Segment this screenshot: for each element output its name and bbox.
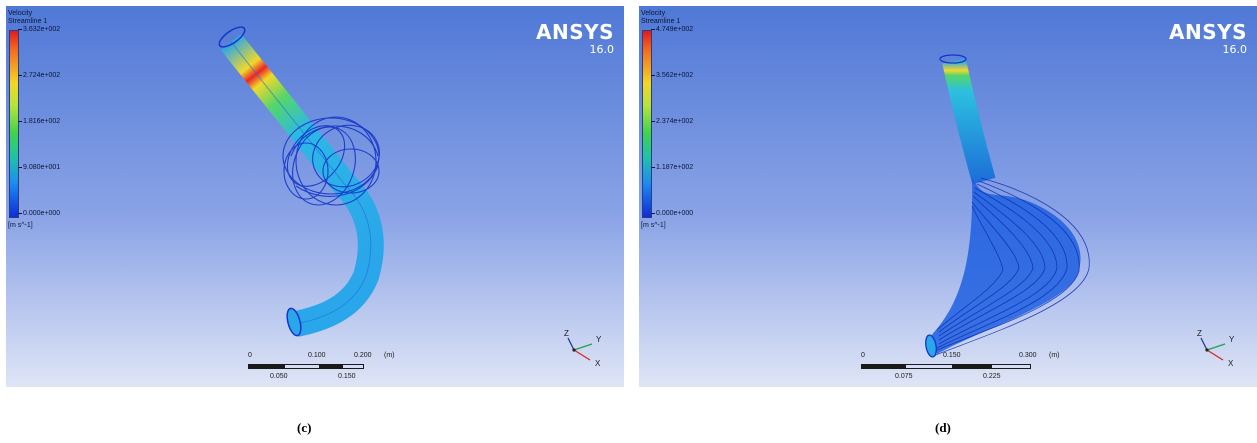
legend-object: Streamline 1	[8, 18, 48, 25]
legend-unit: [m s^-1]	[641, 222, 666, 229]
axis-y-label: Y	[1229, 335, 1235, 344]
scale-label: 0.225	[983, 373, 1001, 380]
ansys-logo: ANSYS 16.0	[536, 22, 614, 55]
legend-tick: 4.749e+002	[651, 26, 693, 33]
legend-variable: Velocity	[641, 10, 666, 17]
viewport-c: Velocity Streamline 1 3.632e+002 2.724e+…	[6, 6, 624, 387]
legend-tick: 0.000e+000	[651, 210, 693, 217]
viewport-d: Velocity Streamline 1 4.749e+002 3.562e+…	[639, 6, 1257, 387]
brand-name: ANSYS	[1168, 20, 1247, 44]
legend-variable: Velocity	[8, 10, 33, 17]
panel-caption-d: (d)	[935, 420, 951, 435]
legend-tick: 3.632e+002	[18, 26, 60, 33]
scale-unit: (m)	[1049, 352, 1060, 359]
scale-label: 0.050	[270, 373, 288, 380]
legend-tick: 9.080e+001	[18, 164, 60, 171]
scale-label: 0.300	[1019, 352, 1037, 359]
axis-y-label: Y	[596, 335, 602, 344]
axis-x-label: X	[595, 359, 601, 368]
brand-version: 16.0	[1222, 43, 1248, 56]
scale-label: 0.150	[943, 352, 961, 359]
scale-label: 0	[861, 352, 865, 359]
brand-name: ANSYS	[535, 20, 614, 44]
streamline-render-d	[925, 54, 1090, 358]
scale-label: 0.100	[308, 352, 326, 359]
axis-triad: Z Y X	[564, 329, 602, 368]
axis-z-label: Z	[1197, 329, 1202, 338]
legend-title: Velocity Streamline 1	[641, 10, 680, 26]
ansys-logo: ANSYS 16.0	[1169, 22, 1247, 55]
legend-object: Streamline 1	[641, 18, 681, 25]
axis-z-label: Z	[564, 329, 569, 338]
legend-tick: 1.816e+002	[18, 118, 60, 125]
scale-unit: (m)	[384, 352, 395, 359]
streamline-render-c	[218, 26, 384, 337]
legend-tick: 2.374e+002	[651, 118, 693, 125]
legend-tick: 2.724e+002	[18, 72, 60, 79]
legend-unit: [m s^-1]	[8, 222, 33, 229]
legend-tick: 0.000e+000	[18, 210, 60, 217]
legend-tick: 1.187e+002	[651, 164, 693, 171]
axis-x-label: X	[1228, 359, 1234, 368]
axis-triad: Z Y X	[1197, 329, 1235, 368]
panel-caption-c: (c)	[297, 420, 312, 435]
brand-version: 16.0	[589, 43, 615, 56]
legend-title: Velocity Streamline 1	[8, 10, 47, 26]
scale-label: 0	[248, 352, 252, 359]
legend-tick: 3.562e+002	[651, 72, 693, 79]
scale-label: 0.075	[895, 373, 913, 380]
scale-bar-ruler	[248, 364, 364, 369]
scale-label: 0.150	[338, 373, 356, 380]
scale-label: 0.200	[354, 352, 372, 359]
scale-bar-ruler	[861, 364, 1031, 369]
